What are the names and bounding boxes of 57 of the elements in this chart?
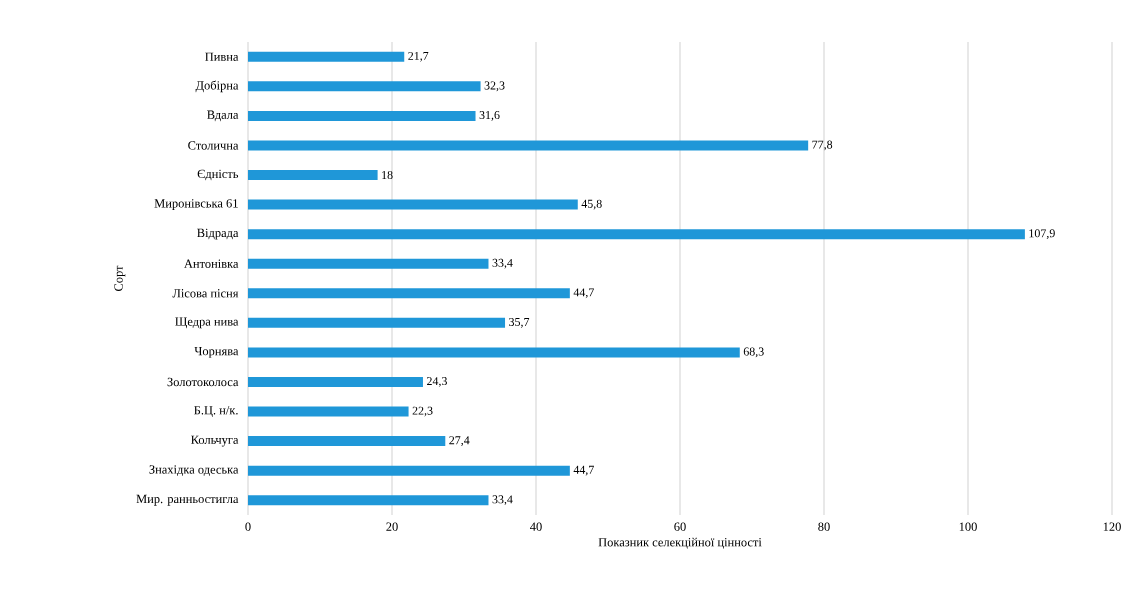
data-label: 24,3 <box>427 377 447 387</box>
y-tick-label: Столична <box>188 141 239 150</box>
data-label: 44,7 <box>573 288 594 299</box>
y-tick-label: Антонівка <box>184 259 239 268</box>
y-axis-title: Сорт <box>114 265 126 292</box>
data-label: 33,4 <box>492 258 513 269</box>
y-tick-label: Чорнява <box>194 347 239 358</box>
bar <box>248 110 476 121</box>
bar <box>248 495 489 506</box>
x-axis-title: Показник селекційної цінності <box>598 537 762 549</box>
y-tick-label: Кольчуга <box>191 435 239 447</box>
y-tick-label: Знахідка одеська <box>149 465 239 476</box>
data-label: 27,4 <box>449 436 470 446</box>
y-tick-label: Лісова пісня <box>172 289 239 298</box>
data-label: 35,7 <box>509 317 530 328</box>
bar <box>248 140 809 151</box>
x-tick-label: 40 <box>530 522 542 531</box>
data-label: 77,8 <box>812 140 833 151</box>
data-label: 33,4 <box>492 495 513 506</box>
bar <box>248 288 570 299</box>
y-tick-label: Миронівська 61 <box>154 199 238 211</box>
data-label: 44,7 <box>573 465 594 476</box>
y-tick-label: Єдність <box>197 169 239 181</box>
data-label: 18 <box>382 171 393 180</box>
data-label: 32,3 <box>484 81 505 92</box>
data-label: 21,7 <box>408 51 429 62</box>
bar <box>248 465 570 476</box>
y-tick-label: Золотоколоса <box>167 377 239 387</box>
y-tick-label: Добірна <box>195 80 239 93</box>
x-tick-label: 100 <box>959 522 977 531</box>
bar <box>248 81 481 92</box>
data-label: 31,6 <box>479 111 500 121</box>
data-label: 22,3 <box>412 406 433 417</box>
bar <box>248 199 578 210</box>
x-tick-label: 20 <box>386 522 398 531</box>
x-tick-label: 60 <box>674 522 686 531</box>
x-tick-label: 120 <box>1103 522 1121 531</box>
y-tick-label: Пивна <box>205 52 239 61</box>
bar <box>248 317 506 328</box>
y-tick-label: Відрада <box>197 228 239 240</box>
bar <box>248 170 378 181</box>
y-tick-label: Мир. ранньостигла <box>136 494 239 506</box>
bar <box>248 258 489 269</box>
y-tick-label: Щедра нива <box>175 317 239 329</box>
x-tick-label: 80 <box>818 522 830 531</box>
data-label: 107,9 <box>1029 229 1055 240</box>
bar <box>248 347 740 358</box>
bar <box>248 51 405 62</box>
bar <box>248 406 409 417</box>
y-tick-label: Б.Ц. н/к. <box>194 406 238 417</box>
bar <box>248 436 446 447</box>
x-tick-label: 0 <box>245 522 251 531</box>
bar <box>248 376 423 387</box>
y-tick-label: Вдала <box>207 110 239 122</box>
data-label: 68,3 <box>743 347 764 358</box>
bar <box>248 229 1025 240</box>
data-label: 45,8 <box>581 199 602 210</box>
